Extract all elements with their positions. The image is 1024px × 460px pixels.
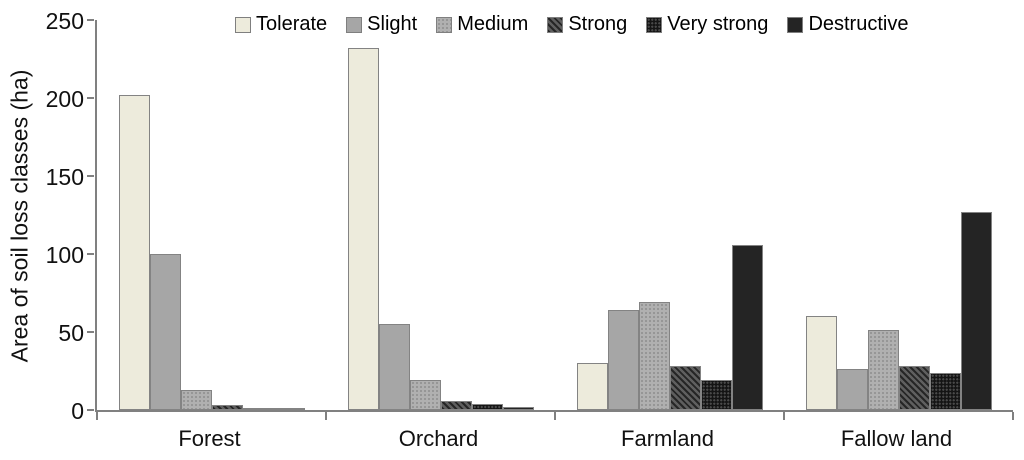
x-tick-mark xyxy=(554,412,556,420)
bar-slight-forest xyxy=(149,254,181,410)
bar-slight-fallow-land xyxy=(836,369,868,410)
legend-label: Destructive xyxy=(808,13,909,35)
bar-groups xyxy=(97,20,1013,410)
bar-strong-orchard xyxy=(440,400,472,410)
legend-label: Medium xyxy=(457,13,529,35)
y-tick-mark xyxy=(87,175,94,177)
bar-tolerate-forest xyxy=(118,94,150,410)
legend-swatch-strong-icon xyxy=(547,16,564,33)
bar-medium-fallow-land xyxy=(867,330,899,410)
legend-swatch-destructive-icon xyxy=(787,16,804,33)
x-tick-mark xyxy=(325,412,327,420)
y-tick-mark xyxy=(87,409,94,411)
bar-group-forest xyxy=(97,20,326,410)
bar-destructive-farmland xyxy=(731,244,763,410)
y-tick-mark xyxy=(87,19,94,21)
bar-medium-orchard xyxy=(409,380,441,410)
legend-item-destructive: Destructive xyxy=(787,13,908,36)
plot-area xyxy=(95,20,1014,420)
bar-very-strong-fallow-land xyxy=(929,372,961,410)
y-tick-label-0: 0 xyxy=(71,398,84,424)
legend-item-strong: Strong xyxy=(547,13,627,36)
bar-medium-farmland xyxy=(638,302,670,410)
x-label-fallow-land: Fallow land xyxy=(840,426,953,451)
legend-label: Tolerate xyxy=(256,13,328,35)
bar-strong-fallow-land xyxy=(898,366,930,410)
legend-label: Slight xyxy=(367,13,418,35)
y-tick-mark xyxy=(87,331,94,333)
bar-tolerate-farmland xyxy=(576,363,608,410)
x-tick-mark xyxy=(783,412,785,420)
bar-destructive-orchard xyxy=(502,406,534,410)
legend-swatch-very-strong-icon xyxy=(646,16,663,33)
bar-destructive-forest xyxy=(273,408,305,410)
bar-tolerate-orchard xyxy=(347,48,379,410)
x-label-farmland: Farmland xyxy=(621,426,714,451)
bar-group-farmland xyxy=(555,20,784,410)
y-axis-tick-layer: 0 50 100 150 200 250 xyxy=(34,8,94,424)
x-axis-labels: Forest Orchard Farmland Fallow land xyxy=(95,426,1011,452)
x-label-forest: Forest xyxy=(178,426,241,451)
bar-strong-farmland xyxy=(669,366,701,410)
legend-item-tolerate: Tolerate xyxy=(235,13,327,36)
legend-item-medium: Medium xyxy=(436,13,528,36)
bar-tolerate-fallow-land xyxy=(805,316,837,410)
bar-group-orchard xyxy=(326,20,555,410)
bar-strong-forest xyxy=(211,405,243,410)
legend-label: Strong xyxy=(568,13,628,35)
bar-slight-farmland xyxy=(607,310,639,410)
legend-item-very-strong: Very strong xyxy=(646,13,768,36)
y-tick-mark xyxy=(87,97,94,99)
y-tick-mark xyxy=(87,253,94,255)
bar-destructive-fallow-land xyxy=(960,211,992,410)
legend-swatch-slight-icon xyxy=(346,16,363,33)
x-tick-mark xyxy=(96,412,98,420)
bar-very-strong-forest xyxy=(242,407,274,410)
legend-item-slight: Slight xyxy=(346,13,417,36)
bar-group-fallow-land xyxy=(784,20,1013,410)
y-axis-title: Area of soil loss classes (ha) xyxy=(6,69,33,363)
bar-very-strong-farmland xyxy=(700,380,732,410)
y-tick-label-150: 150 xyxy=(45,164,84,190)
x-label-orchard: Orchard xyxy=(398,426,479,451)
y-tick-label-250: 250 xyxy=(45,8,84,34)
y-tick-label-200: 200 xyxy=(45,86,84,112)
bar-medium-forest xyxy=(180,389,212,410)
legend-swatch-medium-icon xyxy=(436,16,453,33)
bar-slight-orchard xyxy=(378,324,410,410)
x-tick-mark xyxy=(1012,412,1014,420)
y-tick-label-50: 50 xyxy=(58,320,84,346)
y-tick-label-100: 100 xyxy=(45,242,84,268)
legend: Tolerate Slight Medium Strong Very strong Des… xyxy=(235,13,908,36)
legend-label: Very strong xyxy=(667,13,769,35)
legend-swatch-tolerate-icon xyxy=(235,16,251,33)
bar-very-strong-orchard xyxy=(471,403,503,410)
